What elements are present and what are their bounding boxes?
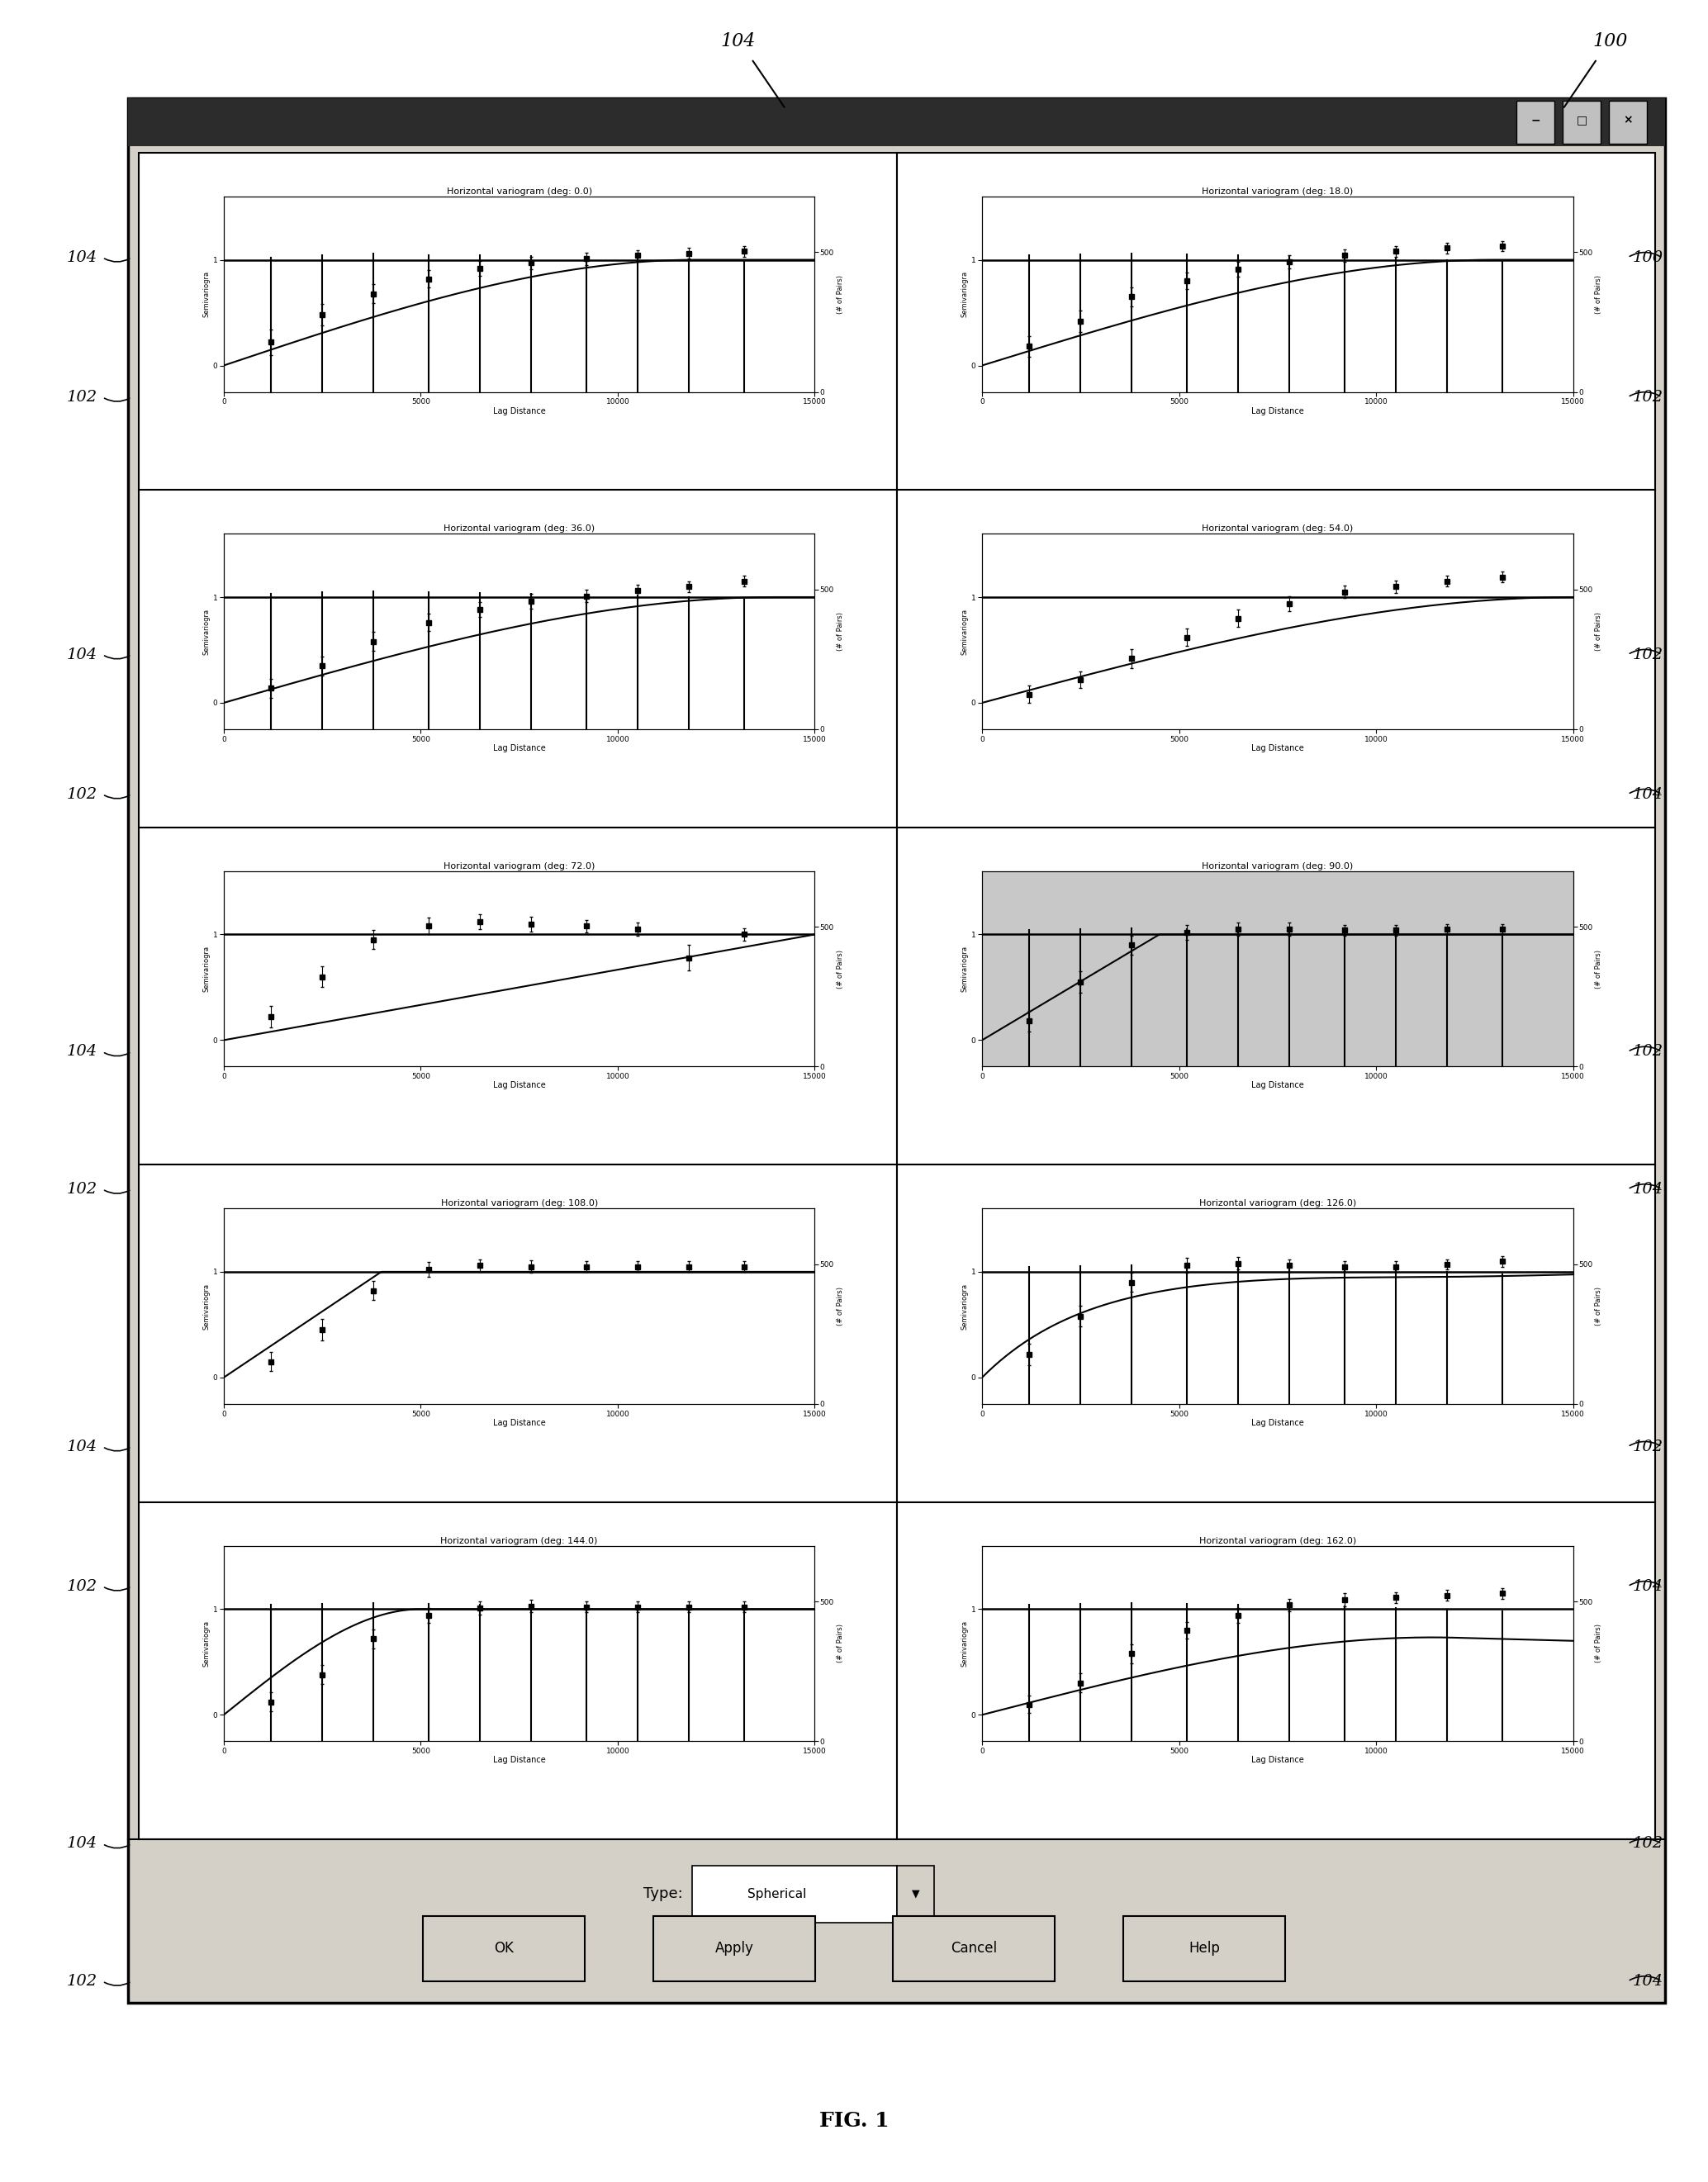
Y-axis label: Semivariogra: Semivariogra [203,945,210,993]
Y-axis label: Semivariogra: Semivariogra [962,945,968,993]
Text: 104: 104 [67,648,97,661]
Text: Cancel: Cancel [950,1942,997,1955]
Y-axis label: (# of Pairs): (# of Pairs) [837,1287,844,1324]
Bar [897,1866,934,1922]
Bar [897,153,1655,491]
Bar [424,1916,584,1981]
Bar [128,98,1665,2003]
Bar [1517,100,1554,144]
X-axis label: Lag Distance: Lag Distance [494,1757,545,1765]
Title: Horizontal variogram (deg: 108.0): Horizontal variogram (deg: 108.0) [441,1200,598,1209]
Title: Horizontal variogram (deg: 0.0): Horizontal variogram (deg: 0.0) [446,188,593,196]
Text: 102: 102 [67,391,97,404]
Text: 104: 104 [1633,1975,1664,1988]
X-axis label: Lag Distance: Lag Distance [1252,1418,1303,1427]
Title: Horizontal variogram (deg: 18.0): Horizontal variogram (deg: 18.0) [1202,188,1353,196]
Title: Horizontal variogram (deg: 54.0): Horizontal variogram (deg: 54.0) [1202,526,1353,532]
Y-axis label: (# of Pairs): (# of Pairs) [837,275,844,314]
Bar [897,1165,1655,1501]
Text: 102: 102 [1633,648,1664,661]
X-axis label: Lag Distance: Lag Distance [494,406,545,415]
Bar [897,827,1655,1165]
Y-axis label: Semivariogra: Semivariogra [203,609,210,655]
Y-axis label: (# of Pairs): (# of Pairs) [1595,275,1602,314]
Text: Apply: Apply [716,1942,753,1955]
Text: ×: × [1623,113,1633,127]
Text: 102: 102 [1633,1837,1664,1850]
X-axis label: Lag Distance: Lag Distance [1252,744,1303,753]
Text: 102: 102 [1633,391,1664,404]
Bar [897,1501,1655,1839]
Y-axis label: (# of Pairs): (# of Pairs) [1595,1623,1602,1663]
Y-axis label: (# of Pairs): (# of Pairs) [837,1623,844,1663]
Bar [892,1916,1056,1981]
X-axis label: Lag Distance: Lag Distance [494,1418,545,1427]
Text: 102: 102 [1633,1440,1664,1453]
Text: ▼: ▼ [912,1890,919,1898]
Bar [652,1916,816,1981]
Y-axis label: Semivariogra: Semivariogra [962,609,968,655]
Y-axis label: Semivariogra: Semivariogra [962,271,968,316]
Title: Horizontal variogram (deg: 126.0): Horizontal variogram (deg: 126.0) [1199,1200,1356,1209]
Text: Type:: Type: [644,1887,683,1901]
Text: 102: 102 [67,1580,97,1593]
Y-axis label: (# of Pairs): (# of Pairs) [1595,1287,1602,1324]
Bar [692,1866,897,1922]
Y-axis label: Semivariogra: Semivariogra [203,1283,210,1329]
Text: 104: 104 [1633,788,1664,801]
Text: OK: OK [494,1942,514,1955]
Y-axis label: Semivariogra: Semivariogra [203,271,210,316]
Y-axis label: (# of Pairs): (# of Pairs) [1595,949,1602,988]
Y-axis label: Semivariogra: Semivariogra [203,1621,210,1667]
Text: 104: 104 [1633,1580,1664,1593]
Text: □: □ [1576,113,1587,127]
Text: 104: 104 [67,1837,97,1850]
Bar [138,153,897,491]
X-axis label: Lag Distance: Lag Distance [494,1082,545,1089]
Bar [1563,100,1600,144]
Bar [138,491,897,827]
Text: 100: 100 [1633,251,1664,264]
Title: Horizontal variogram (deg: 36.0): Horizontal variogram (deg: 36.0) [444,526,594,532]
Text: 104: 104 [1633,1183,1664,1196]
Text: −: − [1530,113,1541,127]
Text: 104: 104 [67,251,97,264]
Y-axis label: Semivariogra: Semivariogra [962,1283,968,1329]
Bar [138,827,897,1165]
X-axis label: Lag Distance: Lag Distance [494,744,545,753]
Text: 102: 102 [1633,1045,1664,1058]
Y-axis label: (# of Pairs): (# of Pairs) [837,949,844,988]
Bar [1609,100,1647,144]
Text: FIG. 1: FIG. 1 [820,2110,888,2132]
Text: Spherical: Spherical [748,1887,806,1901]
Text: Help: Help [1189,1942,1220,1955]
Text: 100: 100 [1594,33,1628,50]
Bar [128,98,1665,146]
Title: Horizontal variogram (deg: 90.0): Horizontal variogram (deg: 90.0) [1202,862,1353,871]
Title: Horizontal variogram (deg: 72.0): Horizontal variogram (deg: 72.0) [444,862,594,871]
Text: 104: 104 [67,1045,97,1058]
Title: Horizontal variogram (deg: 144.0): Horizontal variogram (deg: 144.0) [441,1536,598,1545]
Text: 102: 102 [67,1975,97,1988]
X-axis label: Lag Distance: Lag Distance [1252,1082,1303,1089]
Title: Horizontal variogram (deg: 162.0): Horizontal variogram (deg: 162.0) [1199,1536,1356,1545]
Y-axis label: Semivariogra: Semivariogra [962,1621,968,1667]
Text: 102: 102 [67,1183,97,1196]
Bar [138,1165,897,1501]
Y-axis label: (# of Pairs): (# of Pairs) [1595,613,1602,650]
X-axis label: Lag Distance: Lag Distance [1252,406,1303,415]
Bar [138,1501,897,1839]
Text: 102: 102 [67,788,97,801]
Bar [1124,1916,1286,1981]
Y-axis label: (# of Pairs): (# of Pairs) [837,613,844,650]
X-axis label: Lag Distance: Lag Distance [1252,1757,1303,1765]
Text: 104: 104 [67,1440,97,1453]
Text: 104: 104 [721,33,755,50]
Bar [897,491,1655,827]
